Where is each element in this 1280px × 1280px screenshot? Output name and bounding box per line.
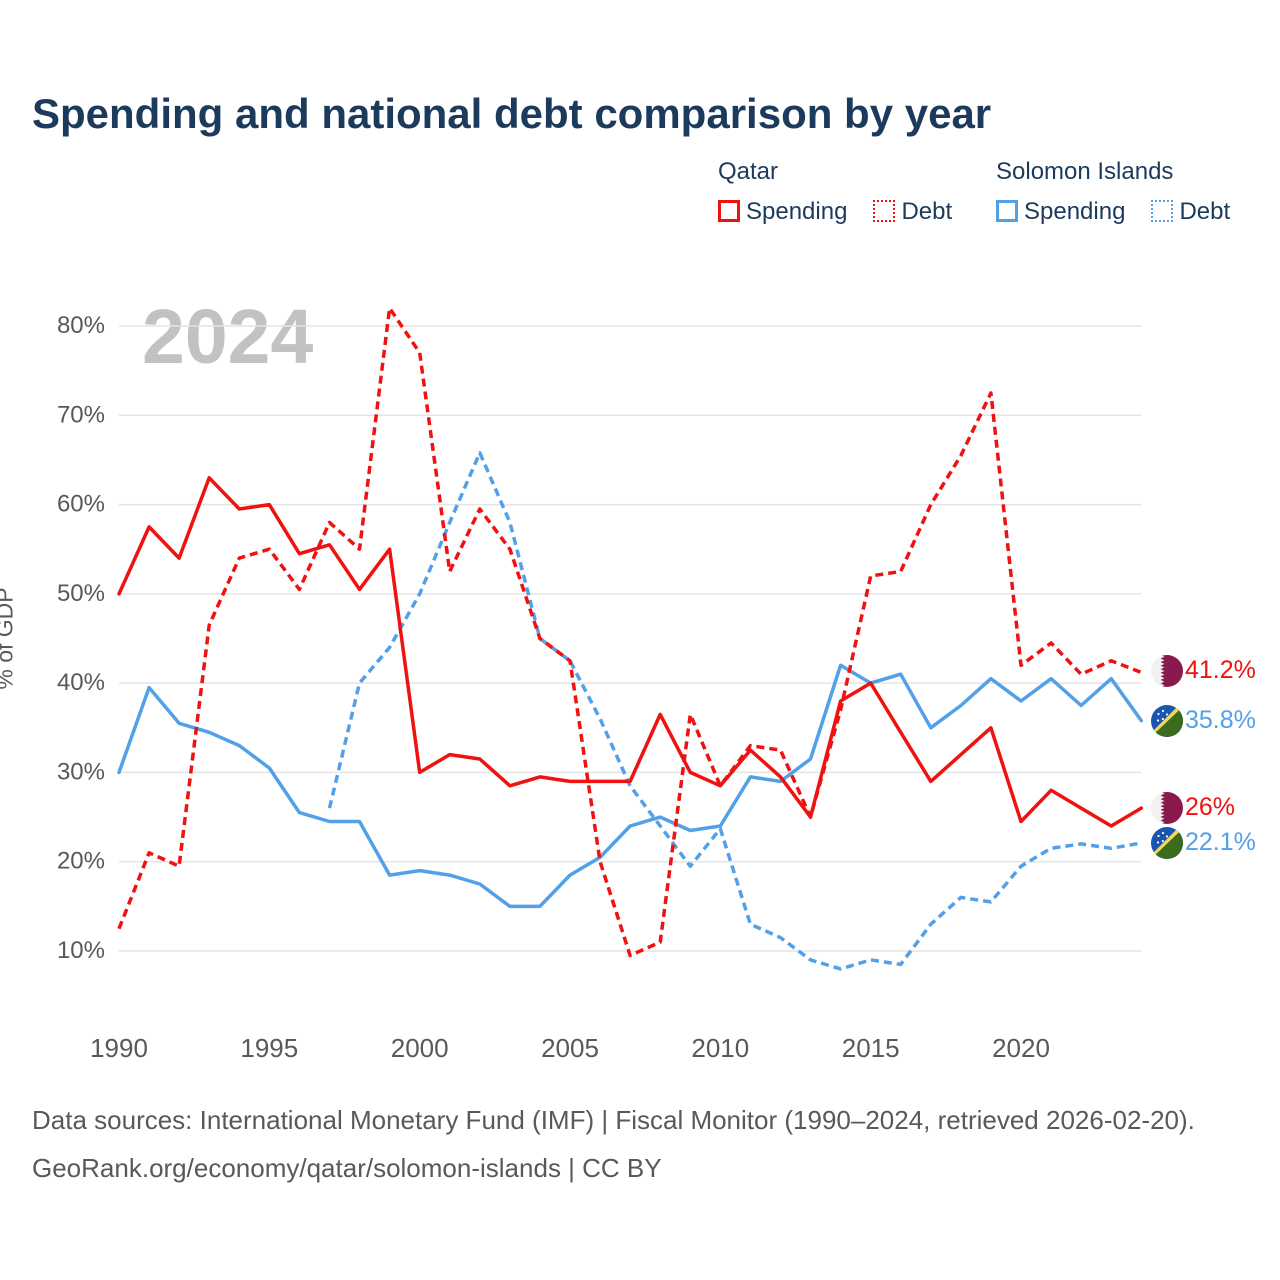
svg-text:60%: 60% [57,491,105,518]
svg-text:40%: 40% [57,669,105,696]
svg-text:20%: 20% [57,848,105,875]
svg-text:2000: 2000 [391,1033,449,1063]
svg-text:35.8%: 35.8% [1185,706,1256,734]
svg-text:22.1%: 22.1% [1185,828,1256,856]
svg-text:2020: 2020 [992,1033,1050,1063]
svg-text:26%: 26% [1185,793,1235,821]
svg-text:1995: 1995 [240,1033,298,1063]
svg-text:2015: 2015 [842,1033,900,1063]
svg-text:1990: 1990 [90,1033,148,1063]
svg-text:41.2%: 41.2% [1185,656,1256,684]
svg-text:2005: 2005 [541,1033,599,1063]
svg-text:70%: 70% [57,401,105,428]
svg-text:10%: 10% [57,937,105,964]
svg-text:2010: 2010 [691,1033,749,1063]
svg-text:50%: 50% [57,580,105,607]
svg-text:30%: 30% [57,758,105,785]
svg-text:80%: 80% [57,312,105,339]
